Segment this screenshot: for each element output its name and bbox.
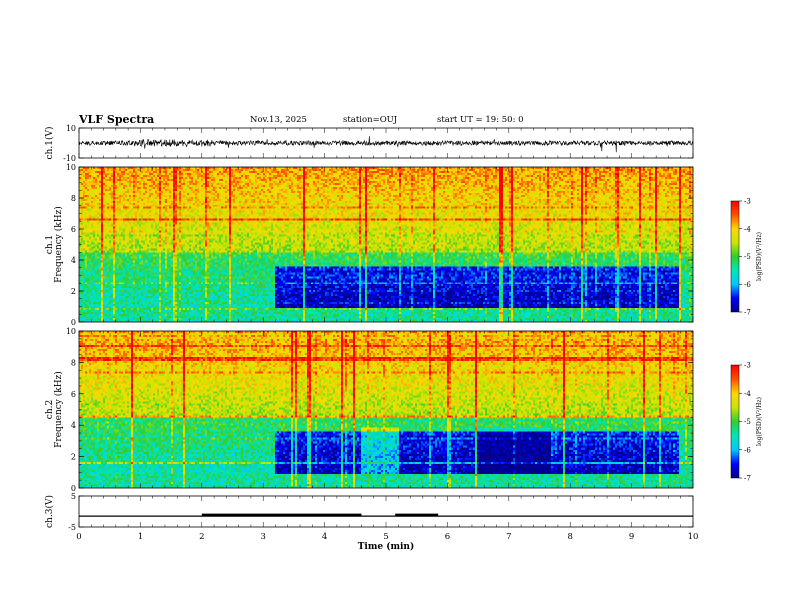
x-tick-label: 3: [260, 532, 265, 542]
y-tick-label: 4: [71, 421, 76, 430]
y-tick-label: 6: [71, 390, 76, 399]
x-axis: 0 1 2 3 4 5 6 7 8 9 10 Time (min): [76, 532, 698, 552]
ch1-waveform-panel: 10 -10 ch.1(V): [44, 124, 694, 163]
ch1-ylabel: ch.1(V): [44, 127, 55, 160]
station-label: station=OUJ: [343, 115, 398, 125]
y-tick-label: 2: [71, 453, 76, 462]
y-tick-label: 5: [71, 492, 76, 501]
spectrogram-image: [79, 331, 693, 488]
y-tick-label: 6: [71, 225, 76, 234]
y-tick-label: 2: [71, 287, 76, 296]
x-tick-label: 7: [506, 532, 511, 542]
y-tick-label: 8: [71, 358, 76, 367]
colorbar-tick-label: -6: [744, 446, 751, 454]
spectrogram-channel-label: ch.1: [45, 235, 55, 254]
ch1-waveform-line: [78, 136, 694, 153]
spectrogram-ylabel: Frequency (kHz): [53, 206, 64, 283]
colorbar-label: log(PSD)(V²/Hz): [756, 232, 763, 281]
x-tick-label: 0: [76, 532, 81, 542]
colorbar: [730, 364, 740, 479]
colorbar-tick-label: -3: [744, 198, 751, 206]
colorbar-tick-label: -3: [744, 362, 751, 370]
y-tick-label: 4: [71, 256, 76, 265]
y-tick-label: -5: [68, 523, 76, 532]
colorbar-tick-label: -4: [744, 225, 751, 233]
ch3-ylabel: ch.3(V): [44, 495, 55, 528]
spectrogram-1: ch.1 Frequency (kHz) -3 -4 -5 -6 -7 log(PSD)(V²…: [45, 166, 763, 323]
spectrogram-channel-label: ch.2: [45, 400, 55, 419]
x-tick-label: 4: [322, 532, 327, 542]
x-tick-label: 8: [567, 532, 572, 542]
colorbar-tick-label: -5: [744, 253, 751, 261]
spectrogram-2: ch.2 Frequency (kHz) -3 -4 -5 -6 -7 log(PSD)(V²…: [45, 330, 763, 489]
y-tick-label: 10: [66, 327, 76, 336]
start-time-label: start UT = 19: 50: 0: [437, 115, 524, 125]
colorbar-tick-label: -4: [744, 390, 751, 398]
x-tick-label: 5: [383, 532, 388, 542]
colorbar-tick-label: -7: [744, 475, 751, 483]
colorbar-tick-label: -7: [744, 309, 751, 317]
y-tick-label: 0: [71, 318, 76, 327]
colorbar-label: log(PSD)(V²/Hz): [756, 397, 763, 446]
x-tick-label: 2: [199, 532, 204, 542]
date-label: Nov.13, 2025: [250, 115, 307, 125]
x-tick-label: 9: [629, 532, 634, 542]
x-tick-label: 1: [138, 532, 143, 542]
colorbar-tick-label: -6: [744, 281, 751, 289]
figure-title: VLF Spectra: [79, 113, 155, 126]
y-tick-label: 0: [71, 484, 76, 493]
x-axis-label: Time (min): [358, 541, 415, 552]
colorbar-tick-label: -5: [744, 418, 751, 426]
y-tick-label: 8: [71, 194, 76, 203]
spectrogram-ylabel: Frequency (kHz): [53, 371, 64, 448]
spectrogram-image: [79, 167, 693, 322]
y-tick-label: 10: [66, 124, 76, 133]
colorbar: [730, 200, 740, 313]
y-tick-label: -10: [63, 154, 76, 163]
y-tick-label: 10: [66, 163, 76, 172]
x-tick-label: 6: [445, 532, 450, 542]
ch3-panel: 5 -5 ch.3(V): [44, 492, 694, 532]
x-tick-label: 10: [688, 532, 699, 542]
